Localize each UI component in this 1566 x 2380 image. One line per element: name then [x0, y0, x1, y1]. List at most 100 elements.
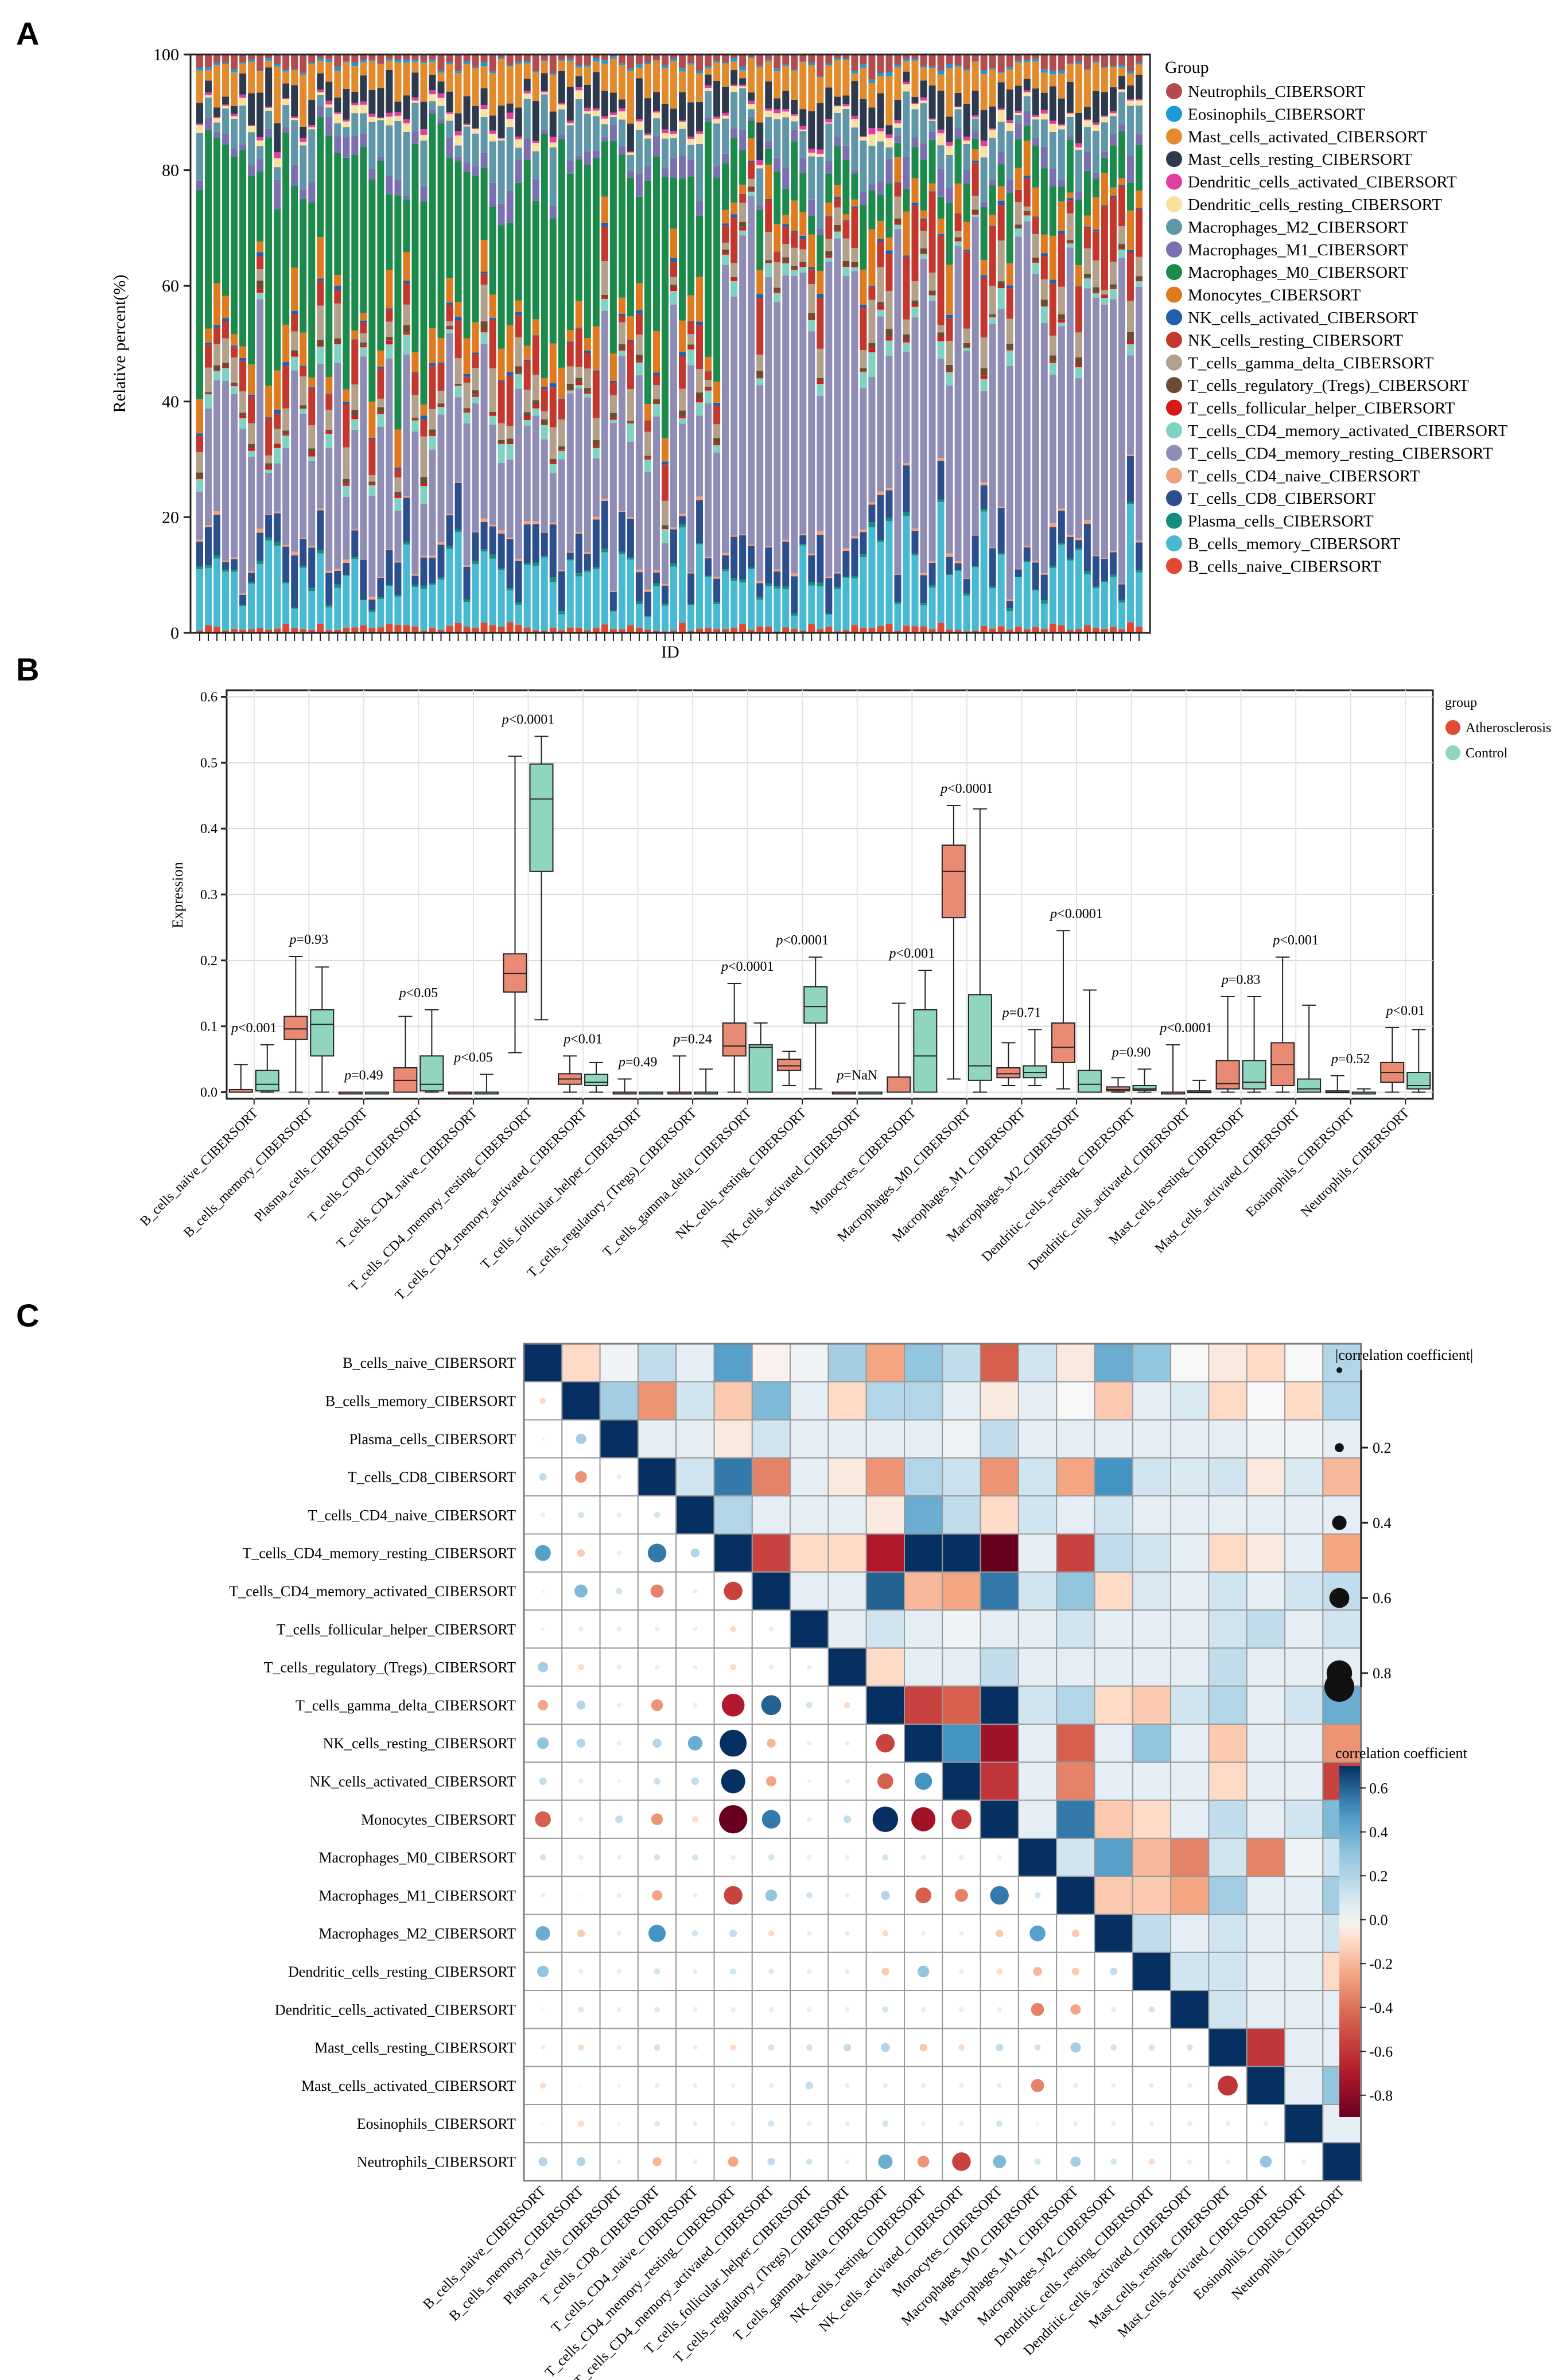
- bar-segment: [687, 137, 695, 139]
- matrix-square: [675, 1381, 715, 1421]
- bar-segment: [618, 154, 625, 298]
- bar-segment: [997, 82, 1005, 109]
- bar-segment: [911, 553, 919, 555]
- bar-segment: [601, 196, 608, 223]
- bar-segment: [730, 203, 738, 215]
- bar-segment: [1109, 627, 1117, 633]
- p-value: p=0.71: [1001, 1005, 1042, 1020]
- bar-segment: [325, 135, 333, 378]
- bar-segment: [411, 575, 419, 585]
- bar-segment: [661, 65, 669, 69]
- legend-label: NK_cells_resting_CIBERSORT: [1188, 331, 1404, 349]
- bar-segment: [799, 249, 807, 262]
- bar-segment: [1015, 577, 1022, 627]
- bar-segment: [1083, 127, 1091, 151]
- bar-segment: [799, 62, 807, 110]
- bar-segment: [1126, 301, 1134, 332]
- matrix-circle: [807, 1931, 812, 1936]
- bar-segment: [1083, 274, 1091, 278]
- bar-segment: [282, 624, 290, 633]
- matrix-circle: [693, 1665, 698, 1670]
- bar-segment: [730, 628, 738, 633]
- bar-segment: [774, 71, 781, 99]
- matrix-cells: [523, 1343, 1362, 2182]
- bar-segment: [782, 188, 790, 215]
- bar-segment: [429, 409, 436, 430]
- matrix-square: [904, 1457, 943, 1497]
- bar-segment: [282, 408, 290, 431]
- matrix-square: [599, 1381, 639, 1421]
- bar-segment: [1049, 71, 1056, 75]
- bar-segment: [963, 184, 970, 222]
- bar-segment: [1032, 187, 1039, 217]
- bar-segment: [868, 286, 876, 287]
- bar-segment: [679, 122, 686, 129]
- bar-segment: [325, 394, 333, 410]
- matrix-square: [904, 1685, 943, 1725]
- bar-segment: [670, 55, 678, 59]
- bar-segment: [722, 209, 729, 224]
- bar-segment: [782, 627, 790, 633]
- bar-segment: [308, 629, 316, 633]
- bar-segment: [825, 118, 833, 123]
- bar-segment: [196, 569, 204, 631]
- bar-segment: [920, 80, 927, 98]
- bar-segment: [748, 569, 755, 630]
- bar-segment: [480, 551, 488, 623]
- bar-segment: [282, 362, 290, 365]
- bar-segment: [334, 363, 341, 569]
- bar-segment: [472, 394, 479, 397]
- matrix-square: [865, 1457, 905, 1497]
- bar-segment: [454, 131, 462, 136]
- bar-segment: [437, 407, 445, 415]
- matrix-square: [1284, 1381, 1324, 1421]
- bar-segment: [343, 627, 350, 633]
- bar-segment: [748, 567, 755, 570]
- bar-segment: [566, 330, 574, 342]
- legend-label: T_cells_CD8_CIBERSORT: [1188, 489, 1375, 508]
- bar-segment: [1118, 186, 1125, 227]
- bar-segment: [532, 151, 539, 179]
- matrix-circle: [768, 1930, 775, 1937]
- bar-segment: [205, 55, 212, 68]
- bar-segment: [360, 60, 367, 63]
- bar-segment: [851, 271, 858, 536]
- bar-segment: [334, 55, 341, 67]
- bar-segment: [980, 485, 988, 510]
- box: [887, 1076, 911, 1093]
- bar-segment: [222, 321, 230, 339]
- bar-segment: [774, 119, 781, 158]
- bar-segment: [911, 626, 919, 633]
- bar-segment: [360, 345, 367, 348]
- bar-segment: [799, 61, 807, 63]
- matrix-circle: [654, 1627, 660, 1632]
- bar-segment: [1049, 335, 1056, 356]
- bar-segment: [1023, 90, 1031, 92]
- bar-segment: [454, 135, 462, 146]
- bar-segment: [661, 525, 669, 528]
- bar-segment: [291, 353, 298, 357]
- matrix-square: [790, 1381, 829, 1421]
- bar-segment: [601, 499, 608, 501]
- bar-segment: [774, 252, 781, 263]
- bar-segment: [334, 584, 341, 588]
- matrix-square: [1170, 1951, 1210, 1992]
- bar-segment: [282, 582, 290, 584]
- bar-segment: [360, 625, 367, 633]
- bar-segment: [652, 136, 660, 157]
- bar-segment: [722, 629, 729, 633]
- bar-segment: [196, 472, 204, 479]
- bar-segment: [799, 235, 807, 239]
- legend-swatch: [1166, 422, 1182, 438]
- bar-segment: [282, 365, 290, 409]
- matrix-square: [713, 1457, 753, 1497]
- bar-segment: [687, 349, 695, 365]
- bar-segment: [532, 72, 539, 102]
- matrix-circle: [652, 1739, 662, 1748]
- bar-segment: [842, 214, 850, 220]
- bar-segment: [265, 469, 273, 473]
- bar-segment: [205, 567, 212, 625]
- matrix-circle: [578, 1664, 584, 1670]
- bar-segment: [903, 512, 910, 516]
- matrix-circle: [807, 1740, 812, 1746]
